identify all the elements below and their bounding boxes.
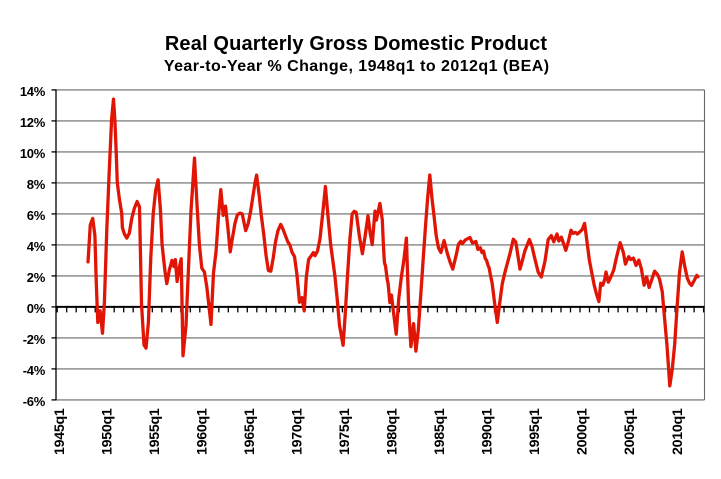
svg-text:-2%: -2%	[23, 332, 46, 347]
svg-text:1975q1: 1975q1	[337, 408, 353, 455]
svg-text:1945q1: 1945q1	[52, 408, 68, 455]
svg-text:-6%: -6%	[23, 394, 46, 409]
svg-text:6%: 6%	[27, 208, 46, 223]
svg-text:1980q1: 1980q1	[385, 408, 401, 455]
svg-text:Year-to-Year % Change, 1948q1: Year-to-Year % Change, 1948q1 to 2012q1 …	[164, 58, 550, 75]
svg-text:1985q1: 1985q1	[432, 408, 448, 455]
svg-text:1990q1: 1990q1	[480, 408, 496, 455]
svg-text:Real Quarterly Gross Domestic: Real Quarterly Gross Domestic Product	[165, 33, 548, 55]
svg-text:10%: 10%	[20, 146, 46, 161]
svg-text:4%: 4%	[27, 239, 46, 254]
svg-text:2010q1: 2010q1	[670, 408, 686, 455]
svg-text:8%: 8%	[27, 177, 46, 192]
svg-text:1955q1: 1955q1	[147, 408, 163, 455]
svg-text:2000q1: 2000q1	[575, 408, 591, 455]
svg-text:14%: 14%	[20, 84, 46, 99]
svg-text:2005q1: 2005q1	[622, 408, 638, 455]
svg-text:1950q1: 1950q1	[99, 408, 115, 455]
svg-text:1960q1: 1960q1	[195, 408, 211, 455]
svg-text:1965q1: 1965q1	[242, 408, 258, 455]
svg-text:0%: 0%	[27, 301, 46, 316]
svg-text:1995q1: 1995q1	[527, 408, 543, 455]
svg-text:1970q1: 1970q1	[290, 408, 306, 455]
svg-text:12%: 12%	[20, 115, 46, 130]
svg-text:-4%: -4%	[23, 363, 46, 378]
svg-text:2%: 2%	[27, 270, 46, 285]
